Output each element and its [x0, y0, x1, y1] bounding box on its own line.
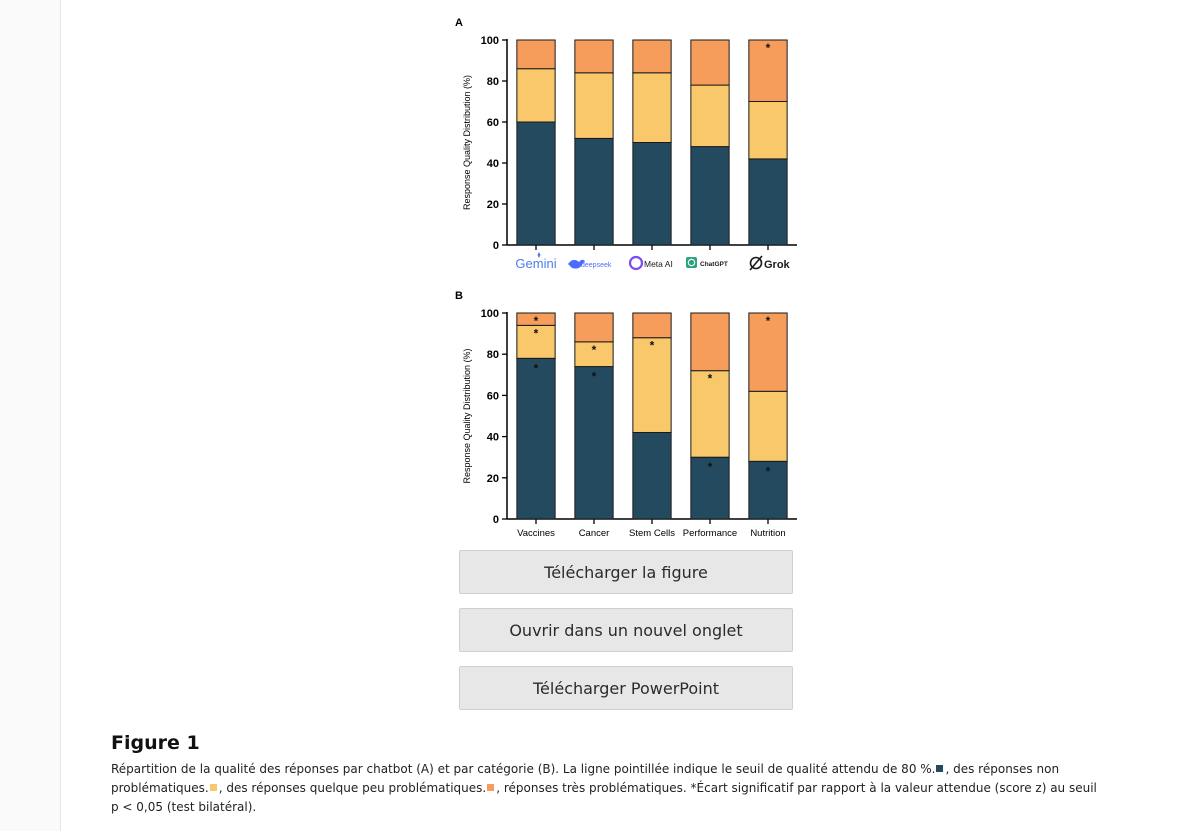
- figure-caption: Figure 1 Répartition de la qualité des r…: [111, 732, 1101, 817]
- panel-b-bar-performance-very-problematic: [690, 312, 730, 372]
- panel-a-bar-meta-ai-non-problematic: [632, 142, 672, 246]
- panel-b-bar-stem-cells-very-problematic: [632, 312, 672, 339]
- caption-part-1: Répartition de la qualité des réponses p…: [111, 762, 936, 776]
- panel-a-y-axis-label: Response Quality Distribution (%): [462, 75, 472, 210]
- download-powerpoint-button[interactable]: Télécharger PowerPoint: [459, 666, 793, 710]
- panel-b-y-tick-label: 0: [493, 514, 499, 526]
- panel-b-significance-mark: *: [766, 314, 771, 328]
- panel-a-significance-mark: *: [766, 41, 771, 55]
- panel-b-y-axis-label: Response Quality Distribution (%): [462, 348, 472, 483]
- panel-a-y-tick-label: 60: [487, 117, 499, 129]
- panel-b-significance-mark: *: [650, 339, 655, 353]
- panel-a-bar-meta-ai-somewhat-problematic: [632, 72, 672, 143]
- panel-b-bar-cancer-somewhat-problematic: [574, 341, 614, 368]
- meta-ai-ring-icon: [628, 255, 644, 271]
- panel-b-significance-mark: *: [534, 314, 539, 328]
- deepseek-whale-icon: [568, 259, 585, 269]
- panel-a-bar-deepseek-very-problematic: [574, 39, 614, 74]
- panel-b-bar-performance-somewhat-problematic: [690, 370, 730, 458]
- panel-b-y-tick-label: 40: [487, 432, 499, 444]
- panel-a-bar-grok-somewhat-problematic: [748, 101, 788, 160]
- open-new-tab-button[interactable]: Ouvrir dans un nouvel onglet: [459, 608, 793, 652]
- panel-a-y-tick-label: 40: [487, 158, 499, 170]
- grok-icon-slash: [749, 255, 763, 271]
- figure-svg: A Response Quality Distribution (%) 0 20 40 6…: [455, 17, 797, 539]
- panel-b-x-tick-label-stem-cells: Stem Cells: [629, 528, 675, 539]
- panel-b-y-tick-label: 80: [487, 349, 499, 361]
- caption-text: Répartition de la qualité des réponses p…: [111, 760, 1101, 817]
- panel-b-significance-mark: *: [708, 372, 713, 386]
- panel-b-x-tick-label-vaccines: Vaccines: [517, 528, 555, 539]
- panel-a-bar-gemini-very-problematic: [516, 39, 556, 70]
- panel-b-bar-nutrition-very-problematic: [748, 312, 788, 392]
- panel-a-y-tick-label: 100: [481, 35, 499, 47]
- figure-title: Figure 1: [111, 732, 200, 754]
- panel-b-y-tick-label: 60: [487, 390, 499, 402]
- panel-b-bar-vaccines-non-problematic: [516, 357, 556, 520]
- panel-a-bar-grok-non-problematic: [748, 158, 788, 246]
- panel-a-bar-chatgpt-very-problematic: [690, 39, 730, 86]
- panel-b-x-tick-label-cancer: Cancer: [579, 528, 610, 539]
- panel-b-bar-cancer-very-problematic: [574, 312, 614, 343]
- panel-a-y-tick-label: 20: [487, 199, 499, 211]
- chatgpt-logo: ChatGPT: [700, 261, 728, 268]
- meta-ai-logo: Meta AI: [644, 259, 673, 269]
- panel-b-label: B: [455, 290, 463, 302]
- panel-b-y-tick-label: 100: [481, 308, 499, 320]
- figure: A Response Quality Distribution (%) 0 20 40 6…: [440, 8, 810, 553]
- panel-a-bar-grok-very-problematic: [748, 39, 788, 102]
- panel-a-y-tick-label: 0: [493, 240, 499, 252]
- swatch-very-problematic: [487, 784, 495, 791]
- caption-part-4: , réponses très problématiques. *Écart s…: [111, 781, 1097, 814]
- grok-icon: [749, 256, 763, 270]
- panel-a-label: A: [455, 17, 463, 29]
- chatgpt-icon-mark: [687, 258, 696, 267]
- panel-b: B Response Quality Distribution (%) 0 20 40 6…: [455, 290, 797, 539]
- panel-b-significance-mark: *: [708, 460, 713, 474]
- swatch-non-problematic: [936, 765, 944, 772]
- deepseek-logo: deepseek: [581, 262, 612, 269]
- panel-a-bar-deepseek-non-problematic: [574, 137, 614, 246]
- panel-b-y-tick-label: 20: [487, 473, 499, 485]
- caption-part-2: , des réponses non problématiques.: [111, 762, 1060, 795]
- swatch-somewhat-problematic: [209, 784, 217, 791]
- panel-b-significance-mark: *: [534, 361, 539, 375]
- gemini-sparkle-icon: [537, 252, 541, 258]
- panel-b-x-tick-label-performance: Performance: [683, 528, 737, 539]
- panel-b-bar-stem-cells-somewhat-problematic: [632, 337, 672, 433]
- panel-b-bar-cancer-non-problematic: [574, 366, 614, 520]
- panel-a-bar-gemini-somewhat-problematic: [516, 68, 556, 123]
- download-figure-button[interactable]: Télécharger la figure: [459, 550, 793, 594]
- panel-b-significance-mark: *: [592, 343, 597, 357]
- gemini-logo: Gemini: [515, 256, 556, 271]
- panel-b-bar-vaccines-very-problematic: [516, 312, 556, 326]
- panel-b-significance-mark: *: [592, 370, 597, 384]
- panel-b-bar-stem-cells-non-problematic: [632, 431, 672, 520]
- chatgpt-icon: [686, 257, 697, 268]
- panel-b-significance-mark: *: [534, 326, 539, 340]
- panel-a-bar-gemini-non-problematic: [516, 121, 556, 246]
- panel-a: A Response Quality Distribution (%) 0 20 40 6…: [455, 17, 797, 271]
- caption-part-3: , des réponses quelque peu problématique…: [218, 781, 487, 795]
- panel-b-significance-mark: *: [766, 464, 771, 478]
- panel-b-bar-vaccines-somewhat-problematic: [516, 324, 556, 359]
- panel-b-bar-nutrition-somewhat-problematic: [748, 390, 788, 462]
- panel-a-bar-deepseek-somewhat-problematic: [574, 72, 614, 139]
- left-rail: [0, 0, 61, 831]
- panel-a-bar-meta-ai-very-problematic: [632, 39, 672, 74]
- panel-a-y-tick-label: 80: [487, 76, 499, 88]
- grok-logo: Grok: [764, 259, 791, 271]
- panel-a-bar-chatgpt-non-problematic: [690, 146, 730, 246]
- panel-a-bar-chatgpt-somewhat-problematic: [690, 84, 730, 148]
- panel-b-bar-nutrition-non-problematic: [748, 460, 788, 520]
- panel-b-x-tick-label-nutrition: Nutrition: [750, 528, 785, 539]
